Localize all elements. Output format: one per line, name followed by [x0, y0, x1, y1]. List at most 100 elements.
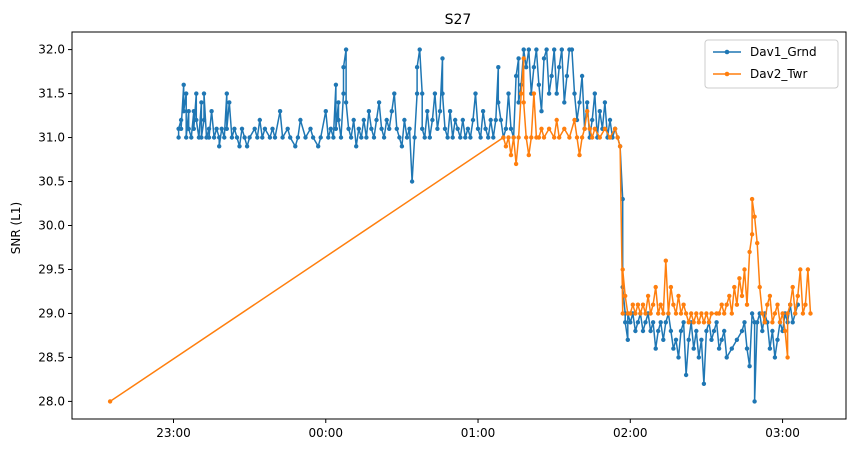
data-point: [628, 320, 633, 325]
data-point: [623, 293, 628, 299]
data-point: [206, 135, 212, 140]
data-point: [379, 126, 384, 131]
data-point: [412, 135, 417, 140]
data-point: [729, 346, 734, 351]
data-point: [237, 144, 242, 149]
x-tick-label: 01:00: [461, 426, 496, 440]
data-point: [656, 311, 661, 316]
data-point: [691, 346, 696, 351]
data-point: [491, 135, 496, 140]
data-point: [420, 126, 425, 131]
data-point: [579, 73, 585, 79]
data-point: [341, 91, 346, 96]
data-point: [239, 126, 245, 131]
data-point: [470, 117, 476, 123]
data-point: [559, 47, 564, 52]
data-point: [635, 302, 641, 307]
data-point: [701, 381, 707, 386]
data-point: [493, 117, 498, 123]
data-point: [262, 126, 268, 131]
data-point: [719, 337, 724, 342]
data-point: [696, 355, 701, 360]
y-tick-label: 31.5: [38, 87, 65, 101]
data-point: [176, 135, 181, 140]
y-tick-label: 30.5: [38, 175, 65, 189]
data-point: [511, 135, 516, 140]
series-dav1-grnd: [176, 47, 800, 404]
y-tick-label: 28.5: [38, 350, 65, 364]
data-point: [186, 109, 191, 114]
y-tick-label: 29.0: [38, 306, 65, 320]
data-point: [625, 337, 630, 342]
data-point: [737, 276, 742, 281]
data-point: [422, 135, 427, 140]
data-point: [211, 135, 217, 140]
data-point: [521, 47, 526, 52]
data-point: [425, 109, 430, 114]
data-point: [640, 302, 646, 307]
data-point: [546, 91, 552, 96]
data-point: [805, 267, 811, 272]
data-point: [592, 91, 597, 96]
data-point: [247, 135, 252, 140]
data-point: [272, 135, 278, 140]
data-point: [524, 65, 529, 70]
data-point: [633, 328, 638, 334]
data-point: [181, 82, 186, 88]
data-point: [585, 100, 590, 105]
data-point: [376, 100, 382, 105]
data-point: [209, 109, 214, 114]
data-point: [661, 337, 666, 342]
data-point: [579, 135, 585, 140]
data-point: [673, 311, 679, 316]
data-point: [480, 109, 486, 114]
data-point: [328, 126, 333, 131]
y-axis: 28.0 28.5 29.0 29.5 30.0 30.5 31.0 31.5 32.0: [38, 43, 72, 408]
data-point: [577, 100, 582, 105]
data-point: [683, 372, 689, 378]
plot-series: [107, 47, 813, 404]
data-point: [694, 311, 699, 316]
data-point: [440, 91, 445, 96]
data-point: [257, 117, 262, 123]
data-point: [749, 232, 755, 237]
y-tick-label: 32.0: [38, 43, 65, 57]
data-point: [699, 337, 704, 342]
data-point: [577, 152, 582, 158]
data-point: [346, 126, 351, 131]
data-point: [374, 117, 379, 123]
data-point: [770, 320, 775, 325]
data-point: [392, 91, 397, 96]
data-point: [399, 144, 405, 149]
data-point: [585, 109, 590, 114]
data-point: [752, 399, 757, 404]
data-point: [217, 144, 222, 149]
data-point: [666, 311, 671, 316]
data-point: [508, 126, 514, 131]
data-point: [640, 328, 646, 334]
data-point: [785, 355, 790, 360]
data-point: [678, 328, 684, 334]
data-point: [483, 126, 488, 131]
data-point: [739, 328, 745, 334]
data-point: [186, 126, 191, 131]
data-point: [229, 135, 235, 140]
data-point: [338, 135, 344, 140]
data-point: [689, 311, 694, 316]
data-point: [468, 135, 473, 140]
data-point: [267, 135, 273, 140]
data-point: [681, 320, 686, 325]
data-point: [222, 135, 227, 140]
data-point: [686, 337, 691, 342]
data-point: [562, 100, 567, 105]
data-point: [437, 109, 443, 114]
y-tick-label: 28.0: [38, 394, 65, 408]
data-point: [607, 117, 613, 123]
data-point: [742, 267, 747, 272]
data-point: [184, 135, 189, 140]
data-point: [587, 126, 592, 131]
data-point: [326, 135, 331, 140]
data-point: [303, 135, 308, 140]
data-point: [189, 135, 194, 140]
data-point: [407, 126, 412, 131]
